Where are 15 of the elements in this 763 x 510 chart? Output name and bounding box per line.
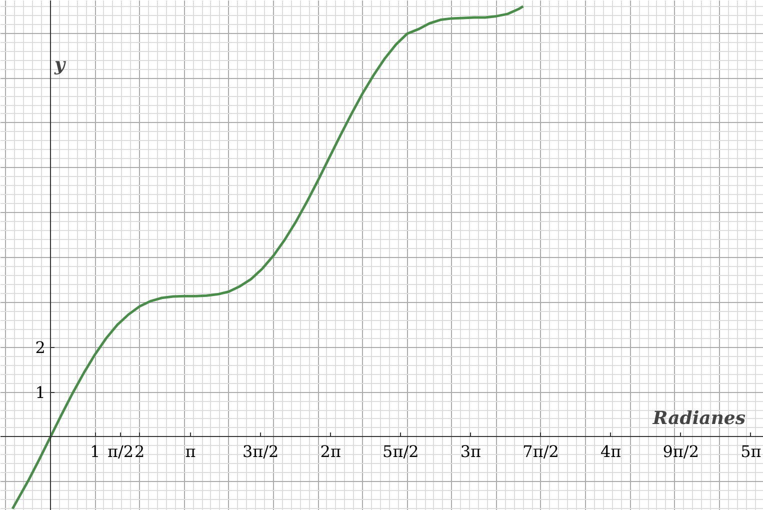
x-tick-label: 9π/2 (662, 442, 700, 461)
x-tick-label: 3π (460, 442, 482, 461)
y-axis-title: y (53, 54, 66, 76)
x-tick-label: 4π (600, 442, 622, 461)
x-tick-label: 2π (320, 442, 341, 461)
x-axis-title: Radianes (652, 408, 746, 429)
x-tick-label: 7π/2 (522, 442, 559, 461)
x-tick-label: π (185, 442, 196, 461)
x-tick-label: 5π/2 (382, 442, 419, 461)
line-series (11, 5, 524, 510)
x-tick-label: 3π/2 (242, 442, 279, 461)
x-tick-label: π/2 (107, 442, 134, 461)
x-tick-label: 1 (90, 442, 100, 461)
x-tick-label: 5π (740, 442, 762, 461)
x-tick-label: 2 (134, 442, 145, 461)
